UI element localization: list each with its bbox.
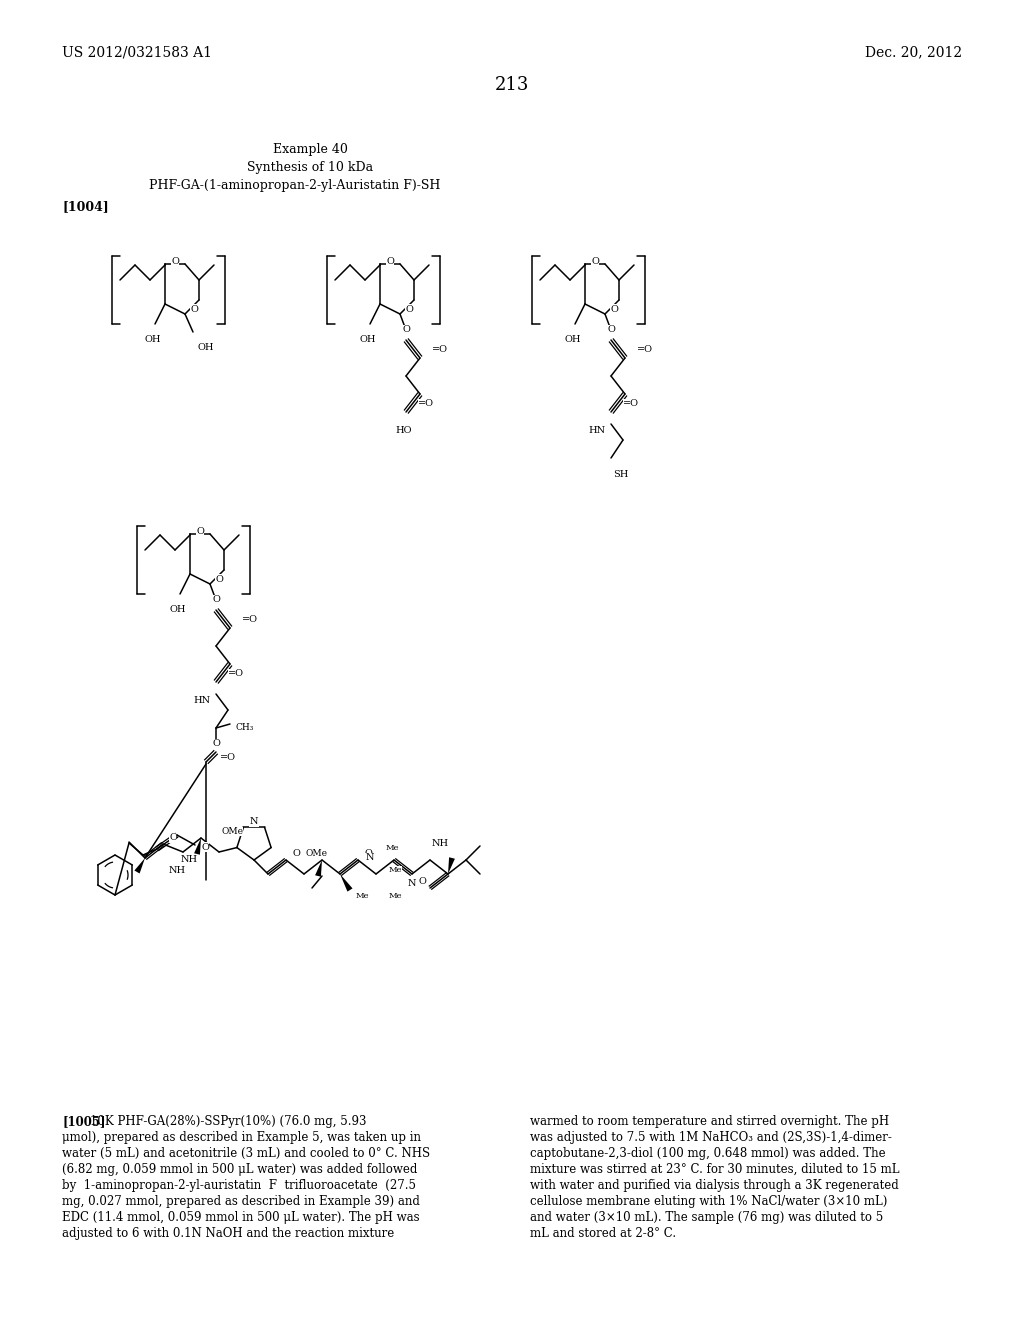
Text: =O: =O (220, 754, 236, 763)
Text: =O: =O (432, 346, 449, 355)
Polygon shape (195, 838, 201, 855)
Text: Example 40: Example 40 (272, 144, 347, 157)
Text: Me: Me (388, 866, 402, 874)
Text: 213: 213 (495, 77, 529, 94)
Text: =O: =O (623, 400, 639, 408)
Text: N: N (250, 817, 258, 826)
Text: 10K PHF-GA(28%)-SSPyr(10%) (76.0 mg, 5.93: 10K PHF-GA(28%)-SSPyr(10%) (76.0 mg, 5.9… (90, 1115, 367, 1129)
Text: O: O (406, 305, 413, 314)
Polygon shape (449, 857, 455, 874)
Text: O: O (607, 326, 615, 334)
Text: OH: OH (170, 605, 186, 614)
Text: N: N (366, 854, 374, 862)
Text: OH: OH (144, 335, 161, 345)
Text: HN: HN (194, 696, 211, 705)
Text: Me: Me (356, 892, 370, 900)
Text: mL and stored at 2-8° C.: mL and stored at 2-8° C. (530, 1228, 676, 1239)
Text: [1004]: [1004] (63, 201, 110, 214)
Text: O: O (201, 842, 209, 851)
Text: mg, 0.027 mmol, prepared as described in Example 39) and: mg, 0.027 mmol, prepared as described in… (62, 1195, 420, 1208)
Text: NH: NH (168, 866, 185, 875)
Text: NH: NH (180, 855, 198, 865)
Text: HN: HN (589, 426, 606, 436)
Text: HO: HO (395, 426, 413, 436)
Text: [1005]: [1005] (62, 1115, 105, 1129)
Text: Me: Me (388, 892, 402, 900)
Text: NH: NH (432, 840, 450, 847)
Text: by  1-aminopropan-2-yl-auristatin  F  trifluoroacetate  (27.5: by 1-aminopropan-2-yl-auristatin F trifl… (62, 1179, 416, 1192)
Text: cellulose membrane eluting with 1% NaCl/water (3×10 mL): cellulose membrane eluting with 1% NaCl/… (530, 1195, 888, 1208)
Text: was adjusted to 7.5 with 1M NaHCO₃ and (2S,3S)-1,4-dimer-: was adjusted to 7.5 with 1M NaHCO₃ and (… (530, 1131, 892, 1144)
Text: N: N (408, 879, 416, 888)
Text: O: O (591, 257, 599, 267)
Text: warmed to room temperature and stirred overnight. The pH: warmed to room temperature and stirred o… (530, 1115, 889, 1129)
Text: OH: OH (197, 343, 213, 352)
Polygon shape (315, 861, 322, 876)
Text: O: O (171, 257, 179, 267)
Polygon shape (134, 858, 145, 874)
Text: O: O (292, 850, 300, 858)
Text: O: O (190, 305, 198, 314)
Text: Me: Me (386, 843, 399, 851)
Text: OH: OH (359, 335, 376, 345)
Text: O: O (212, 595, 220, 605)
Text: O: O (212, 739, 220, 748)
Text: OMe: OMe (306, 849, 328, 858)
Text: PHF-GA-(1-aminopropan-2-yl-Auristatin F)-SH: PHF-GA-(1-aminopropan-2-yl-Auristatin F)… (150, 178, 440, 191)
Text: Synthesis of 10 kDa: Synthesis of 10 kDa (247, 161, 373, 174)
Text: O: O (418, 878, 426, 887)
Text: O: O (215, 574, 223, 583)
Text: =O: =O (637, 346, 653, 355)
Text: SH: SH (613, 470, 629, 479)
Text: with water and purified via dialysis through a 3K regenerated: with water and purified via dialysis thr… (530, 1179, 899, 1192)
Text: and water (3×10 mL). The sample (76 mg) was diluted to 5: and water (3×10 mL). The sample (76 mg) … (530, 1210, 884, 1224)
Text: =O: =O (418, 400, 434, 408)
Polygon shape (340, 874, 352, 891)
Text: US 2012/0321583 A1: US 2012/0321583 A1 (62, 45, 212, 59)
Text: OMe: OMe (221, 828, 243, 836)
Text: Dec. 20, 2012: Dec. 20, 2012 (865, 45, 962, 59)
Text: OH: OH (565, 335, 582, 345)
Text: EDC (11.4 mmol, 0.059 mmol in 500 μL water). The pH was: EDC (11.4 mmol, 0.059 mmol in 500 μL wat… (62, 1210, 420, 1224)
Text: μmol), prepared as described in Example 5, was taken up in: μmol), prepared as described in Example … (62, 1131, 421, 1144)
Text: O: O (365, 850, 372, 858)
Text: O: O (610, 305, 617, 314)
Text: O: O (196, 528, 204, 536)
Text: water (5 mL) and acetonitrile (3 mL) and cooled to 0° C. NHS: water (5 mL) and acetonitrile (3 mL) and… (62, 1147, 430, 1160)
Text: O: O (169, 833, 177, 842)
Text: captobutane-2,3-diol (100 mg, 0.648 mmol) was added. The: captobutane-2,3-diol (100 mg, 0.648 mmol… (530, 1147, 886, 1160)
Text: =O: =O (242, 615, 258, 624)
Text: O: O (402, 326, 410, 334)
Text: O: O (386, 257, 394, 267)
Text: CH₃: CH₃ (236, 723, 254, 733)
Text: =O: =O (228, 669, 244, 678)
Text: adjusted to 6 with 0.1N NaOH and the reaction mixture: adjusted to 6 with 0.1N NaOH and the rea… (62, 1228, 394, 1239)
Text: (6.82 mg, 0.059 mmol in 500 μL water) was added followed: (6.82 mg, 0.059 mmol in 500 μL water) wa… (62, 1163, 418, 1176)
Text: mixture was stirred at 23° C. for 30 minutes, diluted to 15 mL: mixture was stirred at 23° C. for 30 min… (530, 1163, 899, 1176)
